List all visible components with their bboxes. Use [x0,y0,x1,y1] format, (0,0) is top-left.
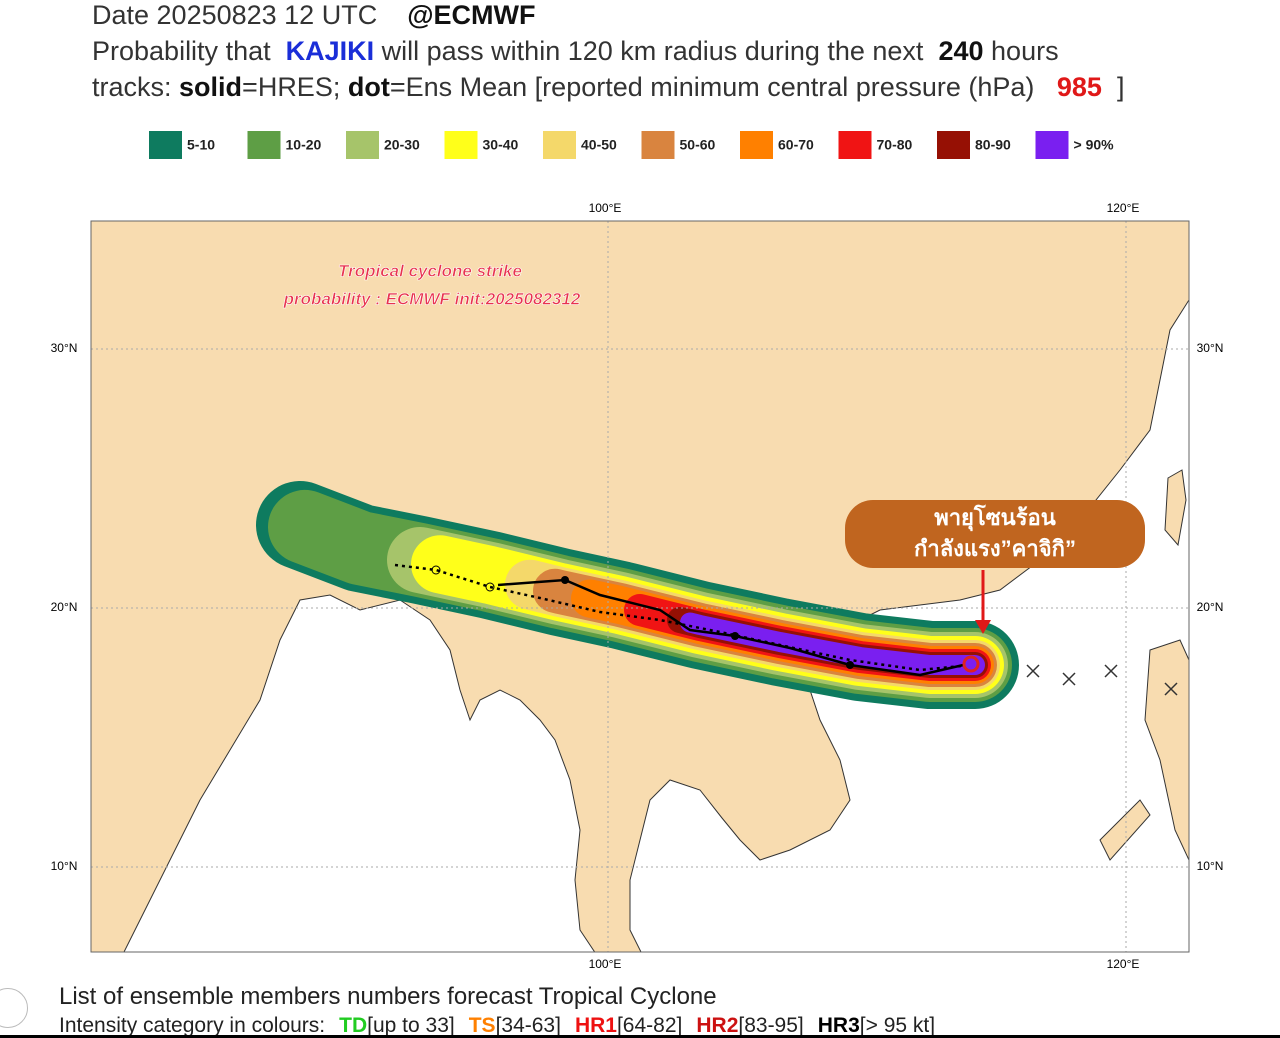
legend-swatch [444,131,478,159]
x-markers [1026,664,1178,696]
legend-swatch [641,131,675,159]
header-line-2: Probability that KAJIKI will pass within… [92,36,1059,67]
category-code: TD [339,1014,368,1037]
category-range: [up to 33] [367,1014,455,1037]
category-range: [64-82] [616,1014,683,1037]
legend-swatch [149,131,182,159]
text: Probability that [92,36,271,66]
lon-label: 100°E [589,957,622,971]
text: =Ens Mean [reported minimum central pres… [389,72,1035,102]
annotation: probability : ECMWF init:2025082312 [283,289,581,308]
text: =HRES; [242,72,341,102]
lat-label: 20°N [1197,600,1224,614]
intensity-line: Intensity category in colours: TD[up to 3… [59,1014,935,1038]
graticule [91,221,1189,952]
category-code: HR2 [696,1014,739,1037]
legend-label: 60-70 [778,137,814,153]
legend-label: 40-50 [581,137,617,153]
legend-label: 20-30 [384,137,420,153]
legend-label: > 90% [1074,137,1115,153]
text: will pass within 120 km radius during th… [381,36,924,66]
category-code: HR1 [574,1014,617,1037]
legend-label: 70-80 [877,137,913,153]
text: dot [347,72,390,102]
callout-text: พายุโซนร้อน [934,504,1056,532]
callout-text: กำลังแรง”คาจิกิ” [914,536,1076,561]
header-line-3: tracks: solid=HRES; dot=Ens Mean [report… [92,72,1124,103]
text: Intensity category in colours: [59,1014,326,1037]
text: solid [179,72,243,102]
island [1164,469,1187,547]
storm-name: KAJIKI [285,36,375,66]
probability-band [680,612,985,675]
legend-label: 80-90 [975,137,1011,153]
map: 5-10 10-20 20-30 30-40 40-50 50-60 60-70 70-80 8… [51,131,1224,971]
lat-label: 30°N [51,341,78,355]
legend-swatch [247,131,281,159]
pressure: 985 [1056,72,1102,102]
bottom-rule [0,1035,1280,1038]
island [1099,799,1151,861]
legend-swatch [740,131,773,159]
lat-label: 10°N [51,859,78,873]
lon-label: 100°E [589,201,622,215]
lon-label: 120°E [1107,201,1140,215]
category-range: [> 95 kt] [859,1014,936,1037]
lat-label: 20°N [51,600,78,614]
source: @ECMWF [407,0,536,30]
category-range: [83-95] [738,1014,804,1037]
lat-label: 10°N [1197,859,1224,873]
callout-box [845,500,1145,568]
header-line-1: Date 20250823 12 UTC @ECMWF [92,0,536,31]
text: hours [991,36,1059,66]
legend-swatch [1035,131,1069,159]
hours: 240 [938,36,984,66]
footer-title: List of ensemble members numbers forecas… [59,983,717,1010]
legend-label: 5-10 [187,137,215,153]
category-code: HR3 [817,1014,860,1037]
text: tracks: [92,72,172,102]
legend-swatch [937,131,970,159]
legend-swatch [543,131,576,159]
legend-swatch [838,131,872,159]
icon [0,988,28,1028]
legend-label: 10-20 [286,137,322,153]
legend-swatch [346,131,379,159]
callout-arrowhead [975,620,991,634]
legend-label: 30-40 [483,137,519,153]
legend-label: 50-60 [680,137,716,153]
category-code: TS [468,1014,496,1037]
map-frame [90,220,1190,953]
category-range: [34-63] [495,1014,561,1037]
annotation: Tropical cyclone strike [338,261,522,280]
lat-label: 30°N [1197,341,1224,355]
lon-label: 120°E [1107,957,1140,971]
storm-center [962,655,980,673]
date: Date 20250823 12 UTC [92,0,378,30]
tracks [394,563,973,677]
text: ] [1116,72,1125,102]
island [1144,639,1189,861]
